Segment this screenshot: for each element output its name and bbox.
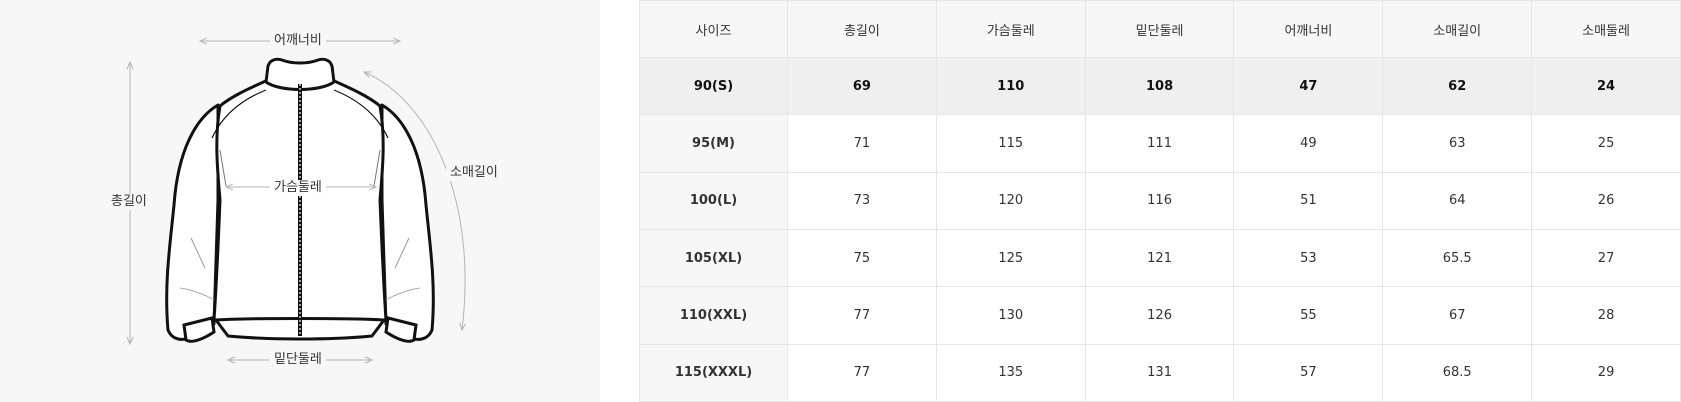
table-cell: 49	[1233, 114, 1384, 173]
sleeve-label: 소매길이	[446, 165, 502, 181]
table-cell: 116	[1084, 171, 1235, 230]
size-cell: 95(M)	[639, 114, 788, 173]
header-hem: 밑단둘레	[1084, 0, 1235, 58]
table-cell: 120	[935, 171, 1086, 230]
shoulder-label: 어깨너비	[270, 33, 326, 49]
table-cell: 69	[787, 56, 937, 116]
table-row: 105(XL) 75 125 121 53 65.5 27	[639, 228, 1681, 288]
chest-label: 가슴둘레	[270, 180, 326, 196]
table-cell: 25	[1531, 114, 1681, 173]
header-chest: 가슴둘레	[935, 0, 1086, 58]
table-cell: 64	[1382, 171, 1533, 230]
table-cell: 77	[787, 343, 937, 402]
table-cell: 110	[935, 56, 1086, 116]
size-cell: 105(XL)	[639, 228, 788, 288]
size-cell: 100(L)	[639, 171, 788, 230]
table-cell: 73	[787, 171, 937, 230]
table-cell: 108	[1084, 56, 1235, 116]
hem-label: 밑단둘레	[270, 352, 326, 368]
table-cell: 75	[787, 228, 937, 288]
table-row: 110(XXL) 77 130 126 55 67 28	[639, 286, 1681, 345]
table-cell: 131	[1084, 343, 1235, 402]
measurement-diagram: 어깨너비 총길이 가슴둘레 소매길이 밑단둘레	[0, 0, 600, 402]
size-chart-table: 사이즈 총길이 가슴둘레 밑단둘레 어깨너비 소매길이 소매둘레 90(S) 6…	[639, 0, 1681, 402]
table-cell: 55	[1233, 286, 1384, 345]
left-cuff	[182, 316, 216, 343]
table-cell: 126	[1084, 286, 1235, 345]
table-row: 95(M) 71 115 111 49 63 25	[639, 114, 1681, 173]
header-total-length: 총길이	[787, 0, 937, 58]
table-cell: 47	[1233, 56, 1384, 116]
table-cell: 53	[1233, 228, 1384, 288]
table-cell: 63	[1382, 114, 1533, 173]
table-cell: 26	[1531, 171, 1681, 230]
table-cell: 29	[1531, 343, 1681, 402]
table-cell: 130	[935, 286, 1086, 345]
table-cell: 65.5	[1382, 228, 1533, 288]
header-size: 사이즈	[639, 0, 788, 58]
size-cell: 90(S)	[639, 56, 788, 116]
table-cell: 27	[1531, 228, 1681, 288]
left-sleeve	[165, 103, 220, 341]
table-cell: 77	[787, 286, 937, 345]
table-cell: 125	[935, 228, 1086, 288]
collar	[264, 57, 336, 91]
table-header-row: 사이즈 총길이 가슴둘레 밑단둘레 어깨너비 소매길이 소매둘레	[639, 0, 1681, 58]
table-cell: 71	[787, 114, 937, 173]
table-row: 90(S) 69 110 108 47 62 24	[639, 56, 1681, 116]
table-cell: 111	[1084, 114, 1235, 173]
size-cell: 115(XXXL)	[639, 343, 788, 402]
table-row: 100(L) 73 120 116 51 64 26	[639, 171, 1681, 230]
header-sleeve-width: 소매둘레	[1531, 0, 1681, 58]
table-row: 115(XXXL) 77 135 131 57 68.5 29	[639, 343, 1681, 402]
table-cell: 28	[1531, 286, 1681, 345]
table-cell: 68.5	[1382, 343, 1533, 402]
sleeve-guide	[364, 72, 465, 330]
jacket-illustration	[0, 0, 600, 402]
table-cell: 67	[1382, 286, 1533, 345]
table-cell: 24	[1531, 56, 1681, 116]
table-cell: 62	[1382, 56, 1533, 116]
header-shoulder: 어깨너비	[1233, 0, 1384, 58]
table-cell: 51	[1233, 171, 1384, 230]
size-cell: 110(XXL)	[639, 286, 788, 345]
table-cell: 135	[935, 343, 1086, 402]
right-sleeve	[380, 103, 435, 341]
table-cell: 57	[1233, 343, 1384, 402]
header-sleeve-length: 소매길이	[1382, 0, 1533, 58]
table-cell: 121	[1084, 228, 1235, 288]
total-length-label: 총길이	[107, 194, 151, 210]
table-cell: 115	[935, 114, 1086, 173]
